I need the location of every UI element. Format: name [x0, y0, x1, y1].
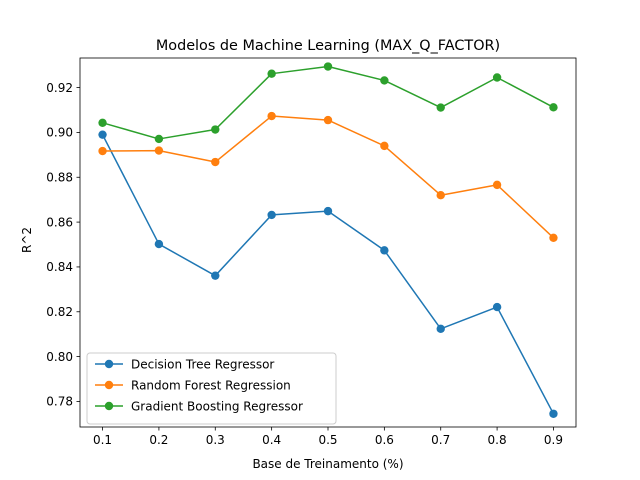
x-tick-label: 0.8: [488, 433, 507, 447]
data-point: [267, 69, 276, 78]
legend-swatch-marker: [104, 380, 114, 390]
legend-box: [86, 352, 337, 425]
data-point: [436, 103, 445, 112]
data-point: [549, 103, 558, 112]
x-tick-label: 0.7: [431, 433, 450, 447]
y-tick-label: 0.92: [46, 81, 73, 95]
data-point: [98, 118, 107, 127]
data-point: [154, 239, 164, 249]
series-line-2: [101, 115, 555, 239]
x-tick-label: 0.9: [544, 433, 563, 447]
data-point: [323, 62, 333, 71]
y-tick-label: 0.90: [46, 126, 73, 140]
axes-frame: [79, 57, 577, 428]
data-point: [323, 206, 333, 216]
y-axis-label: R^2: [20, 227, 34, 253]
data-point: [492, 180, 502, 190]
x-tick-label: 0.2: [149, 433, 168, 447]
y-tick-label: 0.86: [46, 215, 73, 229]
data-point: [211, 157, 220, 167]
x-tick-label: 0.6: [375, 433, 394, 447]
legend-label: Decision Tree Regressor: [131, 357, 274, 371]
data-point: [267, 111, 276, 121]
data-point: [492, 73, 502, 82]
data-point: [549, 409, 558, 418]
data-point: [549, 233, 558, 242]
y-tick-label: 0.88: [46, 171, 73, 185]
legend-label: Gradient Boosting Regressor: [131, 399, 303, 413]
legend-label: Random Forest Regression: [131, 378, 291, 392]
y-tick-label: 0.82: [46, 305, 73, 319]
data-point: [267, 210, 276, 220]
chart-title: Modelos de Machine Learning (MAX_Q_FACTO…: [156, 38, 500, 54]
plot-area: 0.1 0.2 0.3 0.4 0.5 0.6 0.7 0.8 0.9 0.78 0.80 0.82 0…: [46, 57, 577, 447]
data-point: [380, 246, 389, 255]
series-line-3: [101, 65, 555, 140]
data-point: [98, 130, 107, 139]
y-tick-label: 0.80: [46, 350, 73, 364]
data-point: [211, 271, 220, 280]
x-tick-label: 0.3: [206, 433, 225, 447]
data-point: [380, 141, 389, 151]
y-tick-label: 0.84: [46, 260, 73, 274]
legend-swatch-marker: [104, 359, 114, 369]
data-point: [380, 76, 389, 85]
data-point: [436, 190, 445, 200]
x-tick-label: 0.4: [262, 433, 281, 447]
x-tick-label: 0.1: [93, 433, 112, 447]
y-tick-label: 0.78: [46, 395, 73, 409]
data-point: [98, 146, 107, 156]
data-point: [323, 115, 333, 125]
x-axis-label: Base de Treinamento (%): [252, 457, 403, 471]
data-point: [492, 302, 502, 312]
legend: Decision Tree Regressor Random Forest Reg…: [86, 352, 337, 425]
data-point: [154, 134, 164, 144]
data-point: [436, 324, 445, 334]
legend-swatch-marker: [104, 401, 114, 411]
x-tick-label: 0.5: [318, 433, 337, 447]
data-point: [154, 146, 164, 155]
data-point: [211, 125, 220, 134]
